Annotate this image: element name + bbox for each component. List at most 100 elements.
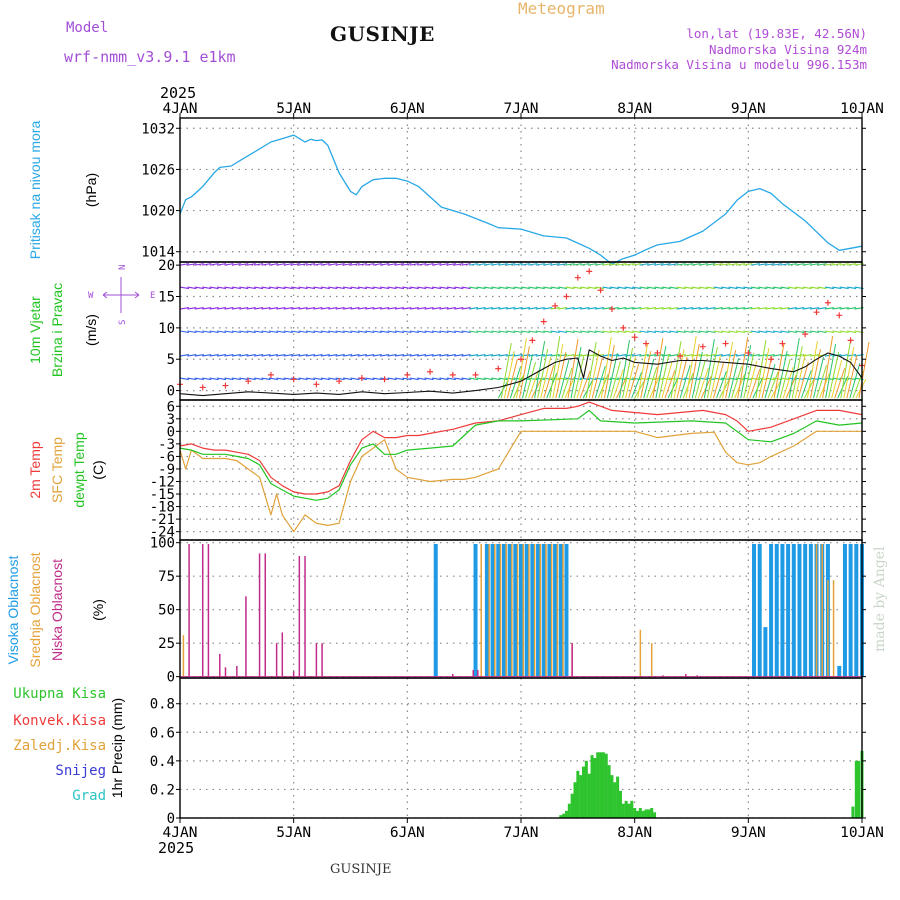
wind-barb [691,286,701,290]
wind-barb [194,263,204,266]
cloud-bar-high [780,544,785,677]
x-tick-label-top: 10JAN [840,101,884,117]
wind-barb [513,330,523,334]
wind-barb [209,330,219,334]
wind-barb [721,263,731,266]
wind-barb [847,307,857,310]
wind-barb [402,286,412,290]
wind-barb [506,358,518,399]
wind-barb [394,354,405,357]
wind-barb [454,307,464,310]
y-tick-label: 1032 [141,121,175,137]
wind-barb [795,263,805,266]
pressure-unit-label: (hPa) [83,173,99,207]
wind-barb [661,354,671,357]
wind-barb [298,354,308,357]
wind-barb [500,343,512,399]
wind-barb [600,337,612,399]
gust-marker [381,376,388,383]
wind-barb [580,330,590,334]
cloud-bar-high [797,544,802,677]
wind-barb [706,330,716,334]
x-tick-label-top: 4JAN [163,101,198,117]
wind-barb [552,344,564,399]
cloud-bar-low [292,671,295,677]
wind-barb [328,307,338,310]
wind-barb [276,286,286,290]
precip-legend-item: Ukupna Kisa [13,686,106,702]
cloud-bar-low [298,556,301,677]
wind-barb [765,307,775,310]
cloud-bar-low [315,643,318,677]
wind-barb [772,286,783,290]
wind-barb [394,286,405,290]
wind-barb [721,307,731,310]
wind-barb [750,307,760,310]
cloud-bar-mid [639,629,642,677]
cloud-bar-mid [505,544,507,677]
y-tick-label: 0 [167,384,175,400]
wind-barb [476,354,486,357]
wind-barb [839,286,849,290]
high-cloud-axis-label: Visoka Oblacnost [5,556,21,665]
wind-barb [802,354,812,357]
wind-barb [617,286,627,290]
wind-barb [731,365,743,399]
wind-barb [216,330,227,334]
cloud-bar-mid [550,544,553,677]
wind-barb [683,330,694,334]
wind-barb [209,354,219,357]
wind-barb [518,346,530,399]
wind-barb [283,307,293,310]
cloud-bar-low [264,553,266,677]
meteogram-title: Meteogram [518,0,605,18]
wind-barb [758,263,768,266]
wind-barb [535,263,545,266]
wind-barb [570,347,582,399]
cloud-bar-mid [815,544,818,677]
cloud-bar-mid [480,544,482,677]
footer-station: GUSINJE [330,862,392,877]
wind-barb [328,354,338,357]
cloud-bar-high [473,544,478,677]
wind-barb [713,330,723,334]
wind-barb [439,286,449,290]
gust-marker [643,340,650,347]
gust-marker [677,353,684,360]
wind-barb [350,354,360,357]
cloud-bar-low [321,643,323,677]
precip-bar [621,803,625,818]
wind-barb [625,356,637,399]
x-tick-label-bottom: 9JAN [731,825,766,841]
wind-barb [737,337,749,399]
wind-barb [528,286,538,290]
wind-barb [498,354,508,357]
precip-bar [596,752,600,818]
wind-barb [187,286,197,290]
precip-legend-item: Konvek.Kisa [13,713,106,729]
wind-barb [772,263,783,266]
cloud-bar-low [201,544,204,677]
wind-barb [491,286,501,290]
wind-barb [350,307,360,310]
wind-barb [461,286,471,290]
y-tick-label: 50 [158,603,175,619]
wind-barb [305,286,316,290]
cloud-bar-high [484,544,489,677]
y-tick-label: 1020 [141,204,175,220]
wind-barb [713,263,723,266]
wind-barb [446,307,456,310]
wind-barb [261,286,271,290]
wind-barb [402,263,412,266]
wind-barb [394,307,405,310]
wind-barb [291,354,301,357]
wind-barb [454,330,464,334]
wind-barb [632,354,642,357]
wind-barb [572,286,582,290]
cloud-bar-mid [650,643,653,677]
wind-barb [535,286,545,290]
cloud-bar-mid [533,544,536,677]
wind-barb [565,354,575,357]
wind-barb [716,370,727,399]
wind-barb [839,307,849,310]
